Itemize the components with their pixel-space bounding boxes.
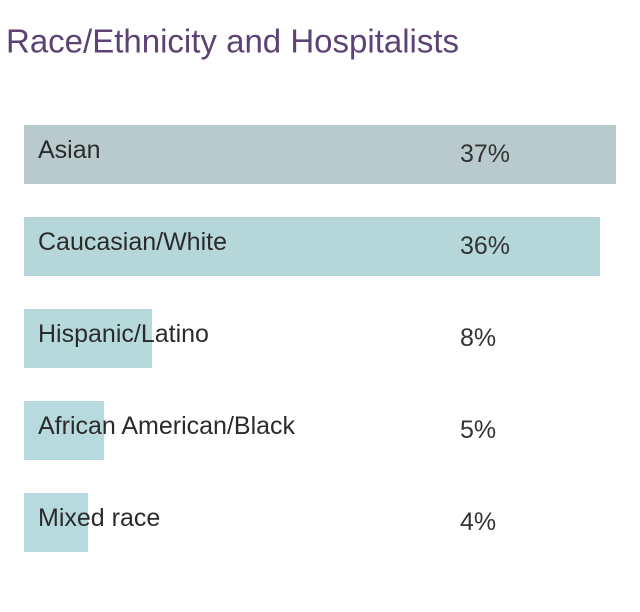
value-label: 4% xyxy=(460,508,496,536)
bar xyxy=(24,217,600,276)
category-label: Mixed race xyxy=(38,504,160,532)
category-label: Hispanic/Latino xyxy=(38,320,209,348)
category-label: African American/Black xyxy=(38,412,296,440)
chart-title: Race/Ethnicity and Hospitalists xyxy=(6,23,459,60)
bar xyxy=(24,125,616,184)
value-label: 8% xyxy=(460,324,496,352)
category-label: Asian xyxy=(38,136,101,164)
bar xyxy=(24,309,152,368)
bar xyxy=(24,493,88,552)
value-label: 5% xyxy=(460,416,496,444)
value-label: 37% xyxy=(460,140,510,168)
bar xyxy=(24,401,104,460)
category-label: Caucasian/White xyxy=(38,228,227,256)
value-label: 36% xyxy=(460,232,510,260)
